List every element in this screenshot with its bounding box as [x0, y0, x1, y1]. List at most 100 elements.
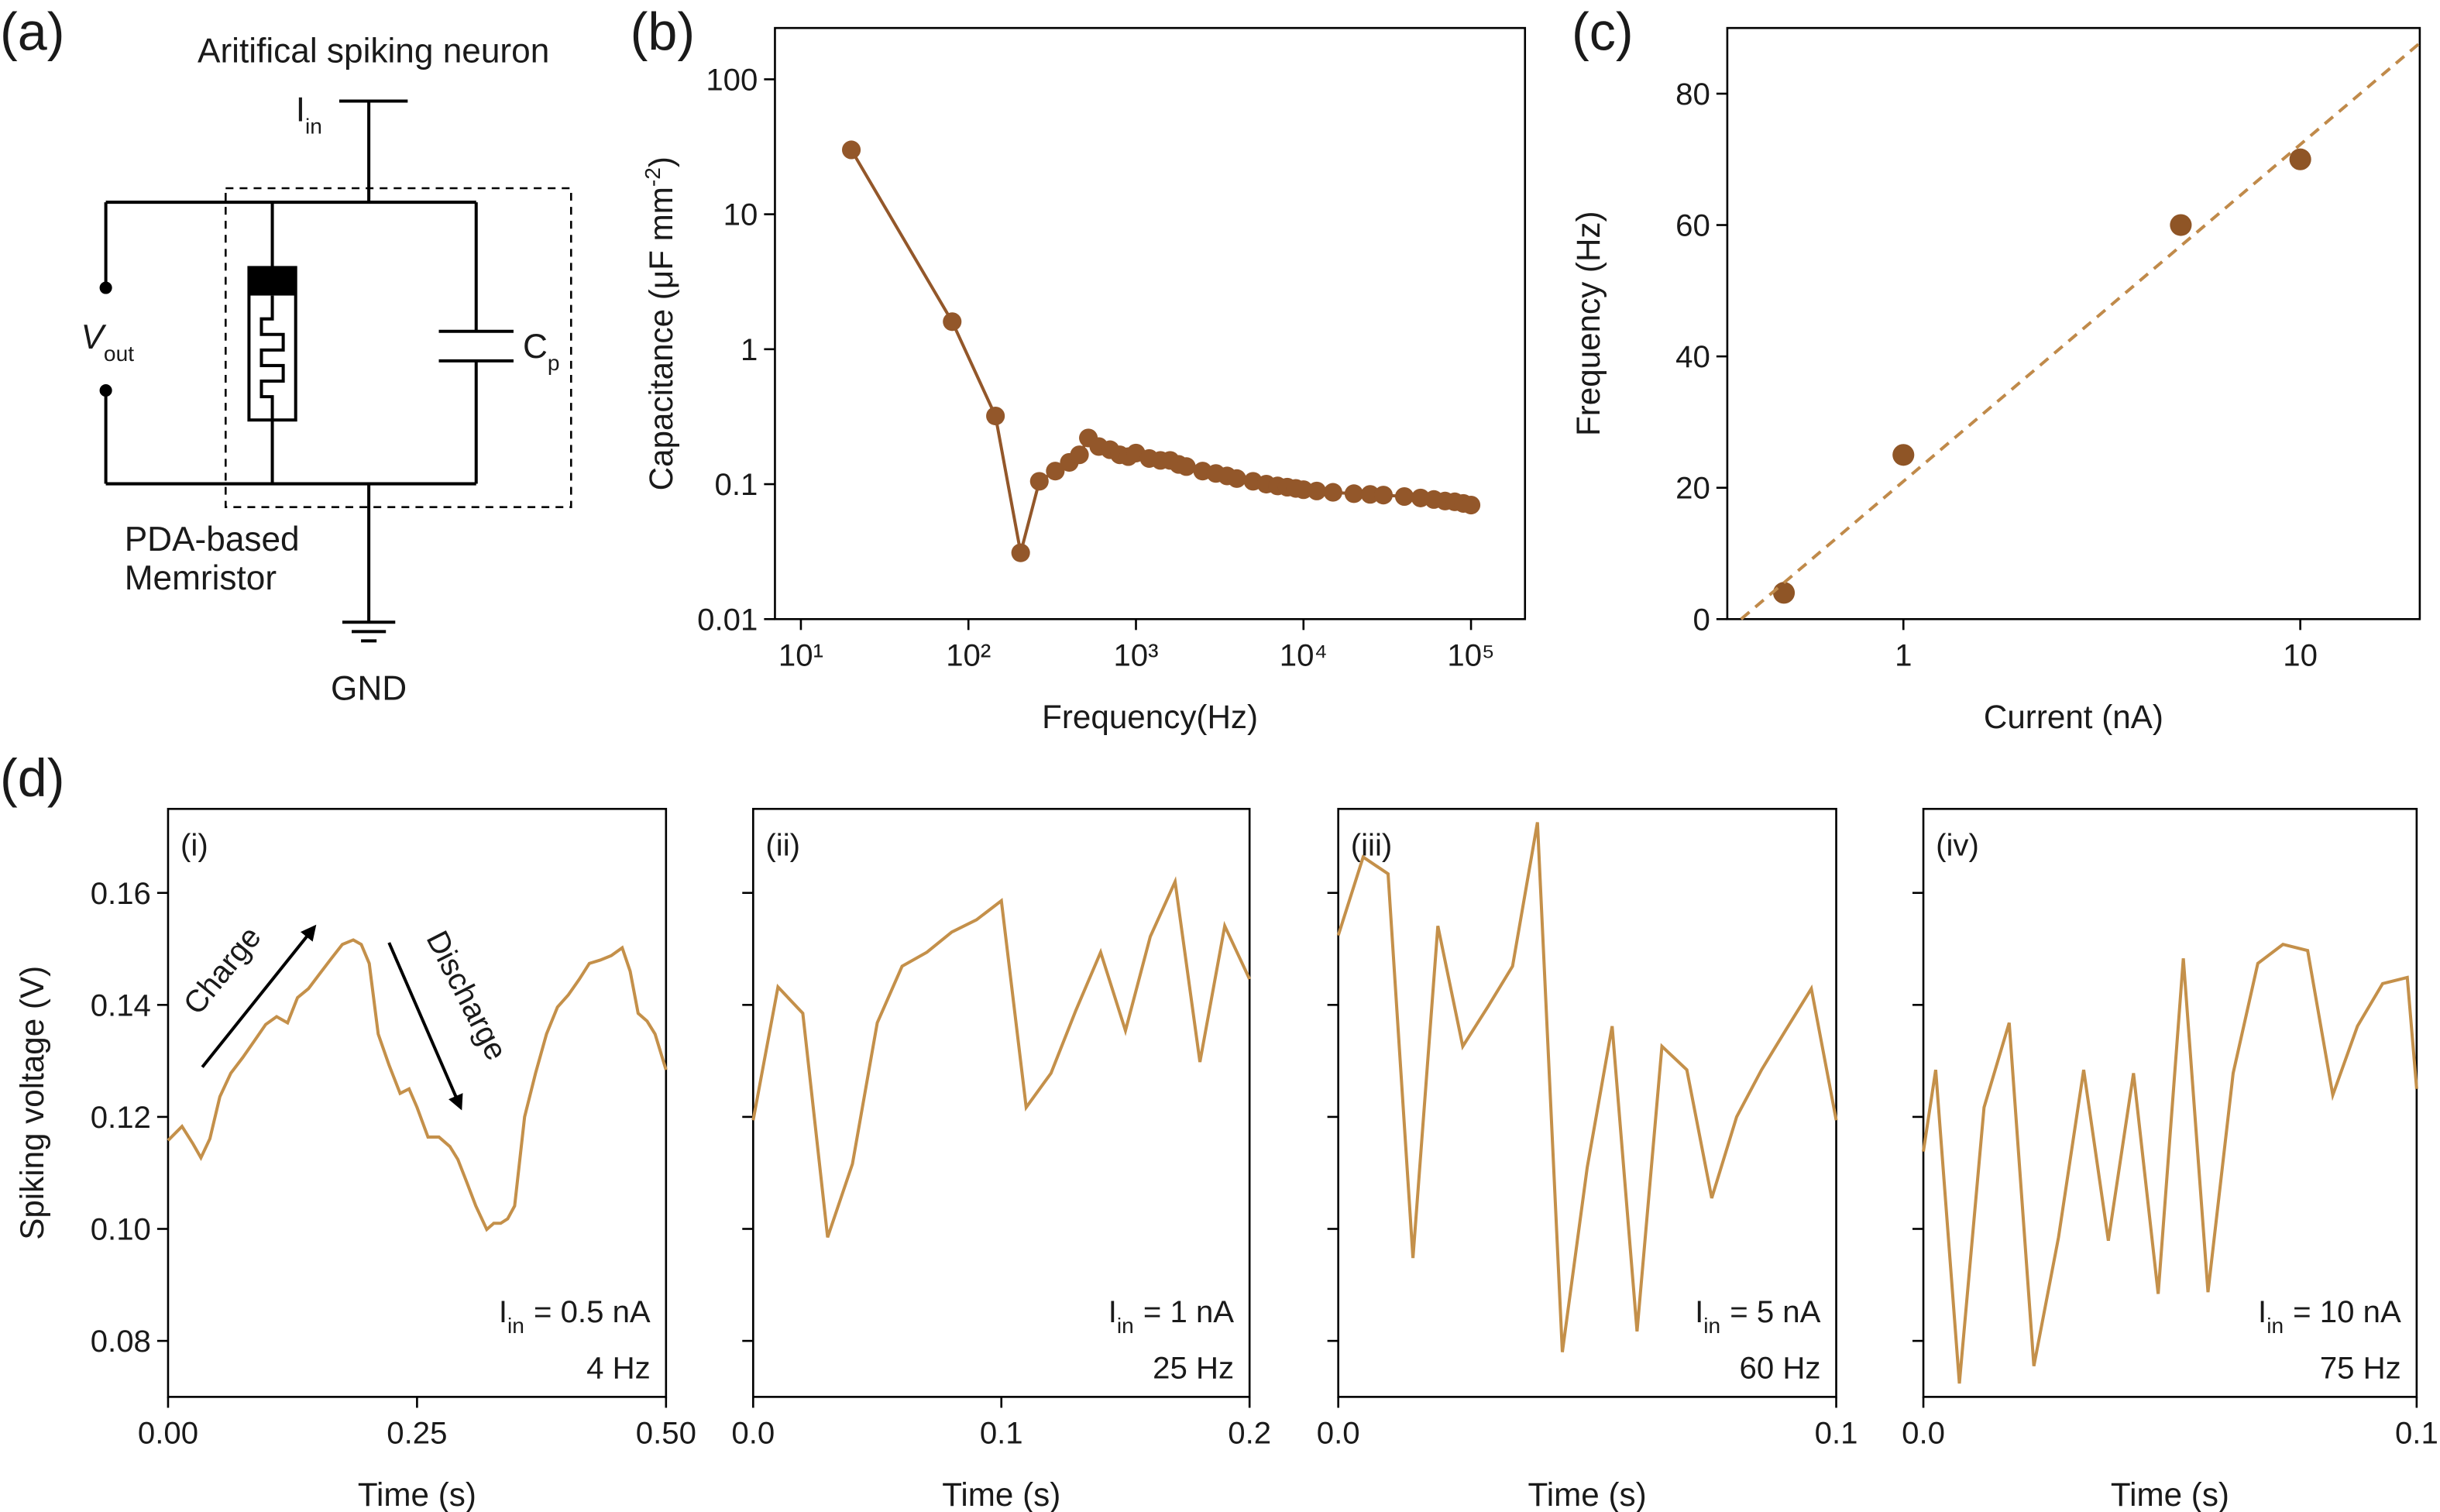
y-tick-label: 80 [1675, 77, 1710, 112]
y-axis-label: Spiking voltage (V) [14, 966, 50, 1240]
data-point [943, 312, 962, 332]
data-line [167, 938, 668, 1232]
subscript: in [1703, 1314, 1720, 1338]
x-axis-label: Time (s) [1528, 1476, 1647, 1512]
device-label: Memristor [125, 559, 277, 597]
x-axis-label: Frequency(Hz) [1042, 699, 1258, 735]
y-tick-label: 0 [1693, 602, 1710, 637]
axes-frame [1337, 807, 1837, 1398]
x-tick-label: 0.0 [1317, 1416, 1360, 1451]
subscript: p [548, 351, 560, 375]
label-text: = 0.5 nA [534, 1294, 651, 1329]
subpanel-label: (i) [180, 828, 208, 863]
axes-frame [1922, 807, 2418, 1398]
capacitor-label: Cp [523, 328, 560, 375]
x-tick-label: 0.0 [1902, 1416, 1945, 1451]
plot: 0.0 0.1 Time (s) (iii) Iin = 5 nA 60 Hz [1317, 807, 1858, 1512]
subpanel-label: (ii) [765, 828, 800, 863]
subscript: in [305, 115, 322, 139]
x-tick-label: 1 [1895, 638, 1912, 673]
y-tick-label: 0.16 [91, 876, 151, 911]
data-point [1462, 495, 1481, 515]
data-point [1360, 485, 1380, 504]
frequency-label: 4 Hz [586, 1350, 651, 1385]
x-axis-label: Time (s) [942, 1476, 1060, 1512]
data-line [751, 876, 1251, 1238]
discharge-arrow [387, 942, 463, 1111]
y-tick-label: 60 [1675, 208, 1710, 243]
y-tick-label: 20 [1675, 471, 1710, 506]
data-point [1011, 543, 1030, 562]
label-text: = 10 nA [2293, 1294, 2401, 1329]
symbol: I [1695, 1294, 1703, 1329]
panel-label: (d) [0, 749, 64, 808]
symbol: V [81, 318, 106, 356]
x-axis-label: Time (s) [2111, 1476, 2229, 1512]
label-text: = 5 nA [1730, 1294, 1820, 1329]
plot: 10¹ 10² 10³ 10⁴ 10⁵ 0.01 0.1 1 10 100 Frequency(Hz… [631, 2, 1527, 735]
frequency-label: 60 Hz [1740, 1350, 1821, 1385]
terminal [99, 384, 112, 397]
x-tick-label: 10⁵ [1447, 638, 1494, 673]
subscript: in [1117, 1314, 1134, 1338]
subpanel-label: (iv) [1936, 828, 1979, 863]
plot: 0.00 0.25 0.50 0.08 0.10 0.12 0.14 0.16 Time (s)… [0, 749, 696, 1512]
symbol: I [499, 1294, 507, 1329]
current-label: Iin = 5 nA [1695, 1294, 1821, 1338]
subscript: out [104, 342, 134, 366]
symbol: I [1108, 1294, 1117, 1329]
superscript: -2 [641, 167, 665, 187]
x-tick-label: 0.1 [1815, 1416, 1858, 1451]
data-point [1046, 462, 1065, 481]
subpanel-label: (iii) [1351, 828, 1393, 863]
terminal [99, 281, 112, 294]
y-tick-label: 10 [723, 198, 758, 232]
frequency-label: 25 Hz [1153, 1350, 1234, 1385]
data-point [1344, 484, 1363, 503]
x-tick-label: 10² [946, 638, 991, 673]
data-point [1394, 486, 1414, 507]
y-tick-label: 0.10 [91, 1212, 151, 1247]
data-point [2289, 148, 2311, 170]
y-tick-label: 0.08 [91, 1324, 151, 1359]
data-point [1307, 481, 1326, 500]
subscript: in [507, 1314, 524, 1338]
memristor-symbol [259, 295, 285, 421]
ground-label: GND [331, 670, 407, 708]
device-box [224, 187, 572, 508]
circuit: (a) Aritifical spiking neuron Iin Vout C… [0, 2, 572, 708]
data-point [986, 406, 1005, 426]
plot: 0.0 0.1 0.2 Time (s) (ii) Iin = 1 nA 25 Hz [731, 807, 1271, 1512]
data-line [1336, 822, 1838, 1352]
annotation: Charge [177, 919, 268, 1021]
data-point [842, 140, 861, 160]
x-tick-label: 0.2 [1228, 1416, 1271, 1451]
label-text: = 1 nA [1143, 1294, 1234, 1329]
x-tick-label: 10³ [1113, 638, 1158, 673]
axes-frame [774, 26, 1527, 620]
x-tick-label: 10⁴ [1280, 638, 1328, 673]
data-line [1922, 943, 2418, 1384]
y-tick-label: 100 [706, 62, 758, 97]
x-tick-label: 0.1 [980, 1416, 1023, 1451]
output-label: Vout [81, 318, 134, 366]
x-tick-label: 10 [2283, 638, 2318, 673]
data-point [2170, 214, 2192, 236]
axes-frame [1726, 26, 2421, 620]
symbol: I [2258, 1294, 2266, 1329]
data-point [1323, 483, 1342, 502]
data-point [1772, 582, 1796, 604]
y-tick-label: 0.1 [715, 467, 758, 502]
panel-label: (b) [631, 2, 695, 61]
x-tick-label: 0.0 [731, 1416, 775, 1451]
symbol: C [523, 328, 548, 366]
subscript: in [2266, 1314, 2284, 1338]
y-axis-label: Capacitance (μF mm-2) [641, 156, 679, 490]
x-tick-label: 0.1 [2395, 1416, 2438, 1451]
label-text: ) [643, 156, 679, 167]
x-tick-label: 10¹ [778, 638, 823, 673]
x-axis-label: Time (s) [358, 1476, 476, 1512]
charge-arrow [201, 924, 317, 1068]
